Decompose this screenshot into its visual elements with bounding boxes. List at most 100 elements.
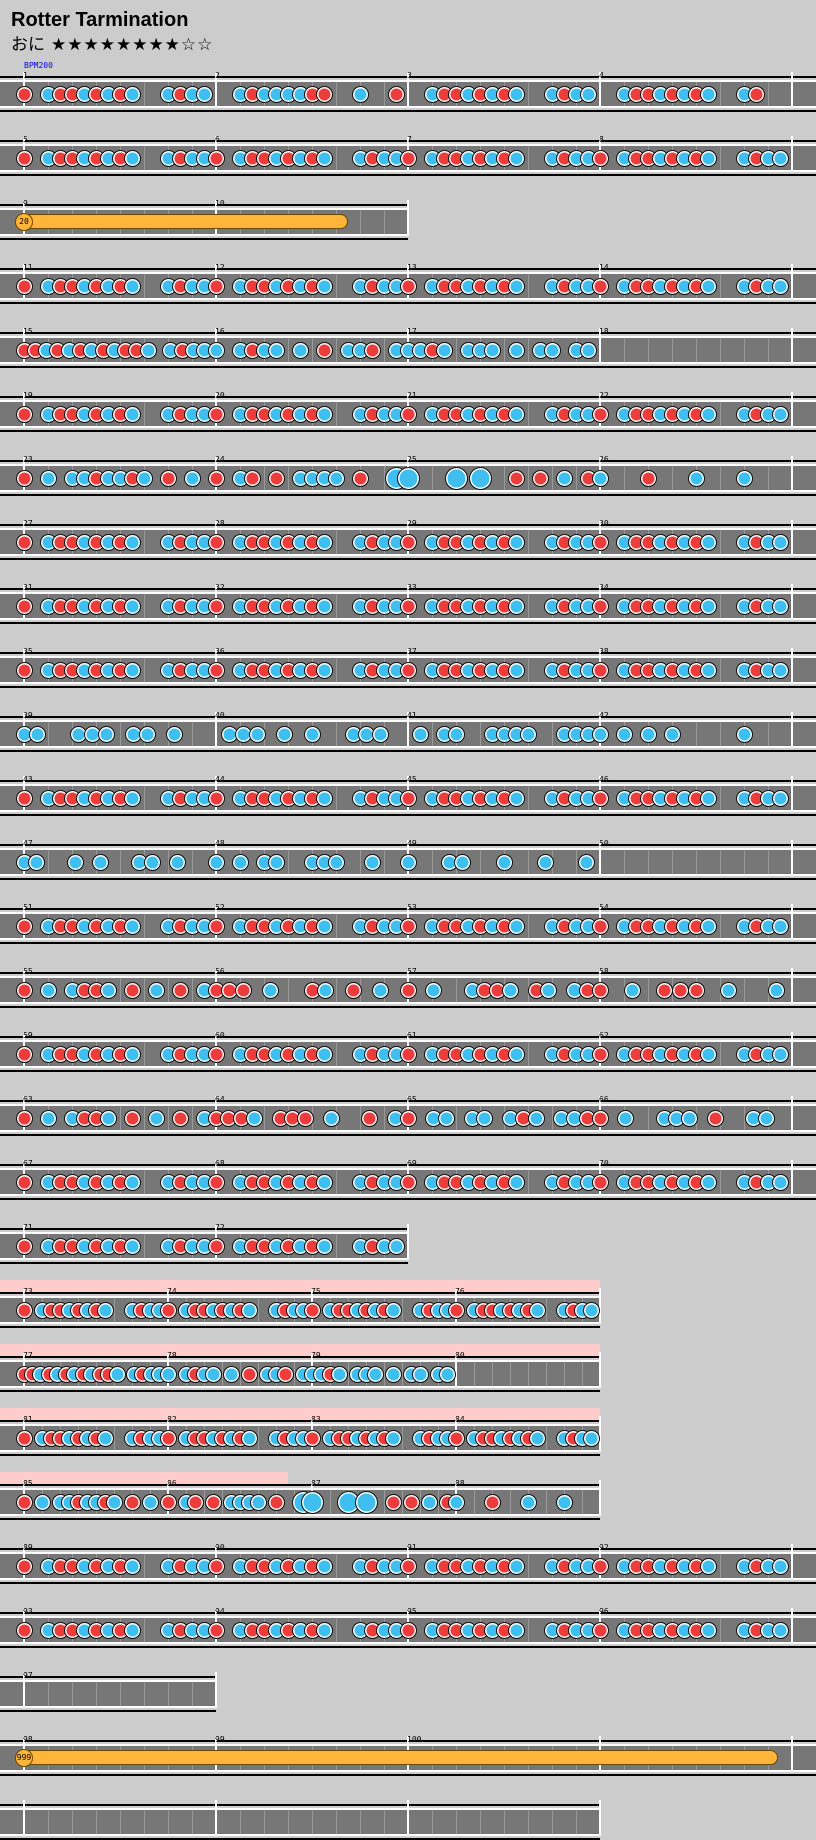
ka-note [315,1173,333,1191]
ka-note [437,1109,455,1127]
ka-note [468,466,492,490]
beat-line [510,1362,511,1386]
ka-note [735,725,753,743]
beat-line [144,594,145,618]
ka-note [483,341,501,359]
beat-line [552,722,553,746]
beat-line [144,530,145,554]
ka-note [28,853,46,871]
don-note [591,981,609,999]
ka-note [543,341,561,359]
ka-note [699,405,717,423]
measure-number: 95 [407,1607,417,1616]
beat-line [720,1554,721,1578]
beat-line [528,658,529,682]
ka-note [507,597,525,615]
beat-line [168,1682,169,1706]
ka-note [123,1173,141,1191]
don-note [591,1109,609,1127]
bar-line [791,72,793,108]
ka-note [96,1301,114,1319]
ka-note [519,725,537,743]
measure-number: 49 [407,839,417,848]
beat-line [456,978,457,1002]
don-note [399,1173,417,1191]
measure-number: 39 [23,711,33,720]
lane-row: 27 28 29 30 [0,512,816,560]
measure-number: 70 [599,1159,609,1168]
measure-number: 55 [23,967,33,976]
beat-line [336,146,337,170]
don-note [315,341,333,359]
measure-number: 47 [23,839,33,848]
ka-note [97,725,115,743]
measure-number: 78 [167,1351,177,1360]
beat-line [192,722,193,746]
don-note [123,1109,141,1127]
don-note [591,1045,609,1063]
beat-line [144,274,145,298]
don-note [687,981,705,999]
don-note [207,789,225,807]
lane-row: 73 74 75 76 [0,1280,601,1328]
beat-line [72,1810,73,1834]
beat-line [144,1106,145,1130]
beat-line [528,1362,529,1386]
lane-row: 63 64 65 66 [0,1088,816,1136]
bar-line [791,840,793,876]
beat-line [576,1810,577,1834]
beat-line [768,466,769,490]
don-note [399,1557,417,1575]
measure-number: 29 [407,519,417,528]
beat-line [288,850,289,874]
ka-note [315,1621,333,1639]
measure-number: 92 [599,1543,609,1552]
ka-note [528,1429,546,1447]
ka-note [663,725,681,743]
ka-note [123,1045,141,1063]
beat-line [546,1298,547,1322]
ka-note [330,1365,348,1383]
don-note [591,277,609,295]
beat-line [336,722,337,746]
don-note [351,469,369,487]
ka-note [411,725,429,743]
beat-line [576,850,577,874]
beat-line [474,1362,475,1386]
beat-line [768,338,769,362]
ka-note [195,85,213,103]
don-note [399,661,417,679]
don-note [15,1621,33,1639]
don-note [207,533,225,551]
ka-note [771,1173,789,1191]
beat-line [144,978,145,1002]
ka-note [699,85,717,103]
beat-line [288,466,289,490]
beat-line [288,978,289,1002]
ka-note [315,149,333,167]
beat-line [240,1810,241,1834]
ka-note [771,1045,789,1063]
ka-note [555,1493,573,1511]
lane-row: 15 16 17 18 [0,320,816,368]
lane-row: 93 94 95 96 [0,1600,816,1648]
measure-number: 13 [407,263,417,272]
measure-number: 35 [23,647,33,656]
beat-line [258,1426,259,1450]
lane-row: 47 48 49 50 [0,832,816,880]
measure-number: 50 [599,839,609,848]
measure-number: 31 [23,583,33,592]
beat-line [720,274,721,298]
beat-line [120,1682,121,1706]
ka-note [166,725,184,743]
measure-number: 64 [215,1095,225,1104]
beat-line [336,1170,337,1194]
ka-note [507,85,525,103]
don-note [171,981,189,999]
beat-line [336,338,337,362]
measure-number: 52 [215,903,225,912]
measure-number: 90 [215,1543,225,1552]
don-note [384,1493,402,1511]
ka-note [444,466,468,490]
ka-note [615,725,633,743]
